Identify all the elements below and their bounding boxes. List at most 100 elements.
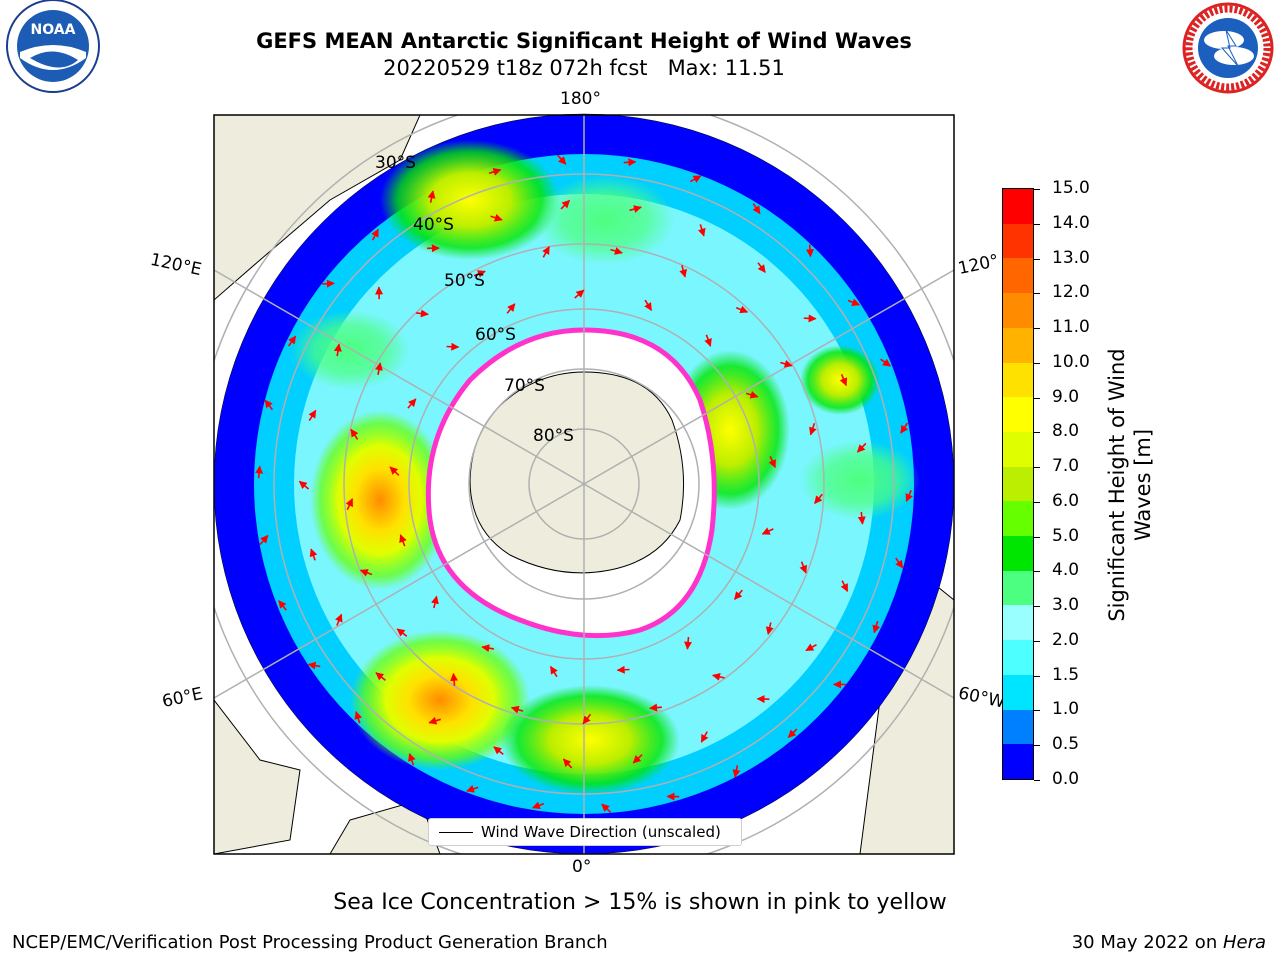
wind-wave-arrow	[287, 335, 297, 347]
colorbar-tick-label: 13.0	[1052, 247, 1090, 268]
run-machine: Hera	[1222, 932, 1266, 953]
wind-wave-arrow	[752, 203, 761, 215]
colorbar-tick-mark	[1034, 745, 1040, 747]
wind-wave-arrow	[745, 390, 759, 399]
wind-wave-arrow	[623, 158, 637, 167]
wind-wave-arrow	[872, 620, 881, 634]
colorbar-tick-mark	[1034, 397, 1040, 399]
colorbar-tick-mark	[1034, 293, 1040, 295]
wind-wave-arrow	[689, 175, 702, 183]
wind-wave-arrow	[488, 168, 502, 176]
wind-wave-arrow	[857, 511, 866, 525]
wind-wave-arrow	[840, 580, 849, 593]
colorbar-tick-label: 11.0	[1052, 317, 1090, 338]
wind-wave-arrow	[895, 557, 904, 569]
colorbar-segment	[1003, 293, 1033, 328]
wind-wave-arrow	[350, 428, 359, 440]
colorbar-segment	[1003, 501, 1033, 537]
colorbar-segment	[1003, 327, 1033, 363]
wind-wave-arrow	[322, 279, 335, 288]
chart-subtitle: 20220529 t18z 072h fcst Max: 11.51	[383, 56, 785, 80]
wind-wave-arrow	[542, 246, 550, 258]
wind-wave-arrow	[428, 716, 441, 725]
wind-wave-arrow	[431, 595, 439, 609]
wind-wave-arrow	[333, 343, 342, 357]
wind-wave-arrow	[557, 154, 567, 165]
colorbar-segment	[1003, 640, 1033, 675]
wind-wave-arrow	[610, 247, 623, 255]
wind-wave-arrow	[307, 661, 321, 670]
wind-wave-arrow	[803, 314, 817, 323]
colorbar-tick-mark	[1034, 606, 1040, 608]
wind-wave-arrow	[450, 672, 459, 686]
colorbar-segment	[1003, 223, 1033, 259]
lat-label-30s: 30°S	[375, 153, 416, 173]
wind-wave-arrow	[359, 569, 373, 577]
run-date: 30 May 2022 on Hera	[1072, 932, 1266, 953]
colorbar-segment	[1003, 258, 1033, 294]
wind-wave-arrow	[757, 262, 766, 273]
colorbar-segment	[1003, 189, 1033, 224]
colorbar-segment	[1003, 536, 1033, 571]
wind-wave-arrow	[446, 342, 460, 351]
lat-label-80s: 80°S	[533, 426, 574, 446]
wind-wave-arrows	[255, 154, 913, 813]
colorbar-tick-label: 2.0	[1052, 629, 1080, 650]
wind-wave-arrow	[345, 498, 354, 511]
wind-wave-arrow	[582, 713, 592, 725]
colorbar-segment	[1003, 674, 1033, 710]
colorbar-label-line2: Waves [m]	[1131, 428, 1155, 542]
wind-wave-arrow	[765, 622, 774, 635]
wind-wave-arrow	[616, 665, 630, 674]
lon-label-180: 180°	[560, 89, 601, 109]
wind-wave-arrow	[712, 672, 725, 681]
colorbar-tick-mark	[1034, 501, 1040, 503]
colorbar-tick-mark	[1034, 640, 1040, 642]
colorbar-tick-label: 5.0	[1052, 525, 1080, 546]
wind-wave-arrow	[481, 644, 495, 653]
wind-wave-arrow	[574, 289, 585, 299]
noaa-logo: NOAA	[6, 0, 100, 93]
lat-label-60s: 60°S	[475, 325, 516, 345]
colorbar-tick-label: 9.0	[1052, 386, 1080, 407]
wind-wave-arrow	[733, 589, 743, 600]
wind-wave-arrow	[700, 731, 709, 743]
wind-wave-arrow	[466, 785, 479, 793]
wind-wave-arrow	[374, 362, 383, 375]
graticule	[214, 115, 954, 854]
colorbar-segment	[1003, 709, 1033, 745]
lat-label-40s: 40°S	[413, 215, 454, 235]
wind-wave-arrow	[629, 205, 642, 213]
wind-wave-arrow	[493, 746, 504, 756]
run-date-text: 30 May 2022 on	[1071, 932, 1223, 953]
lat-label-70s: 70°S	[504, 376, 545, 396]
colorbar-tick-label: 6.0	[1052, 490, 1080, 511]
wind-wave-arrow	[806, 244, 815, 258]
colorbar-segment	[1003, 431, 1033, 467]
colorbar-tick-label: 14.0	[1052, 212, 1090, 233]
colorbar-tick-mark	[1034, 467, 1040, 469]
colorbar-segment	[1003, 362, 1033, 398]
wind-wave-arrow	[644, 299, 653, 311]
wind-wave-arrow	[732, 765, 741, 778]
legend-line-swatch	[439, 831, 473, 833]
wind-wave-arrow	[761, 527, 774, 535]
wind-wave-arrow	[697, 224, 706, 237]
wind-wave-arrow	[371, 228, 379, 241]
lat-label-50s: 50°S	[444, 271, 485, 291]
wind-wave-arrow	[473, 270, 486, 278]
colorbar-tick-label: 1.0	[1052, 699, 1080, 720]
colorbar-tick-mark	[1034, 536, 1040, 538]
wind-wave-arrow	[562, 758, 573, 769]
colorbar-label: Significant Height of Wind Waves [m]	[1104, 348, 1156, 621]
wind-wave-arrow	[704, 334, 712, 347]
colorbar-tick-label: 7.0	[1052, 456, 1080, 477]
map-frame	[213, 114, 955, 855]
land-madagascar-region	[329, 799, 441, 854]
colorbar-tick-mark	[1034, 571, 1040, 573]
colorbar-tick-mark	[1034, 189, 1040, 190]
colorbar-tick-mark	[1034, 780, 1040, 781]
colorbar-tick-label: 1.5	[1052, 664, 1080, 685]
wind-wave-arrow	[809, 423, 817, 436]
